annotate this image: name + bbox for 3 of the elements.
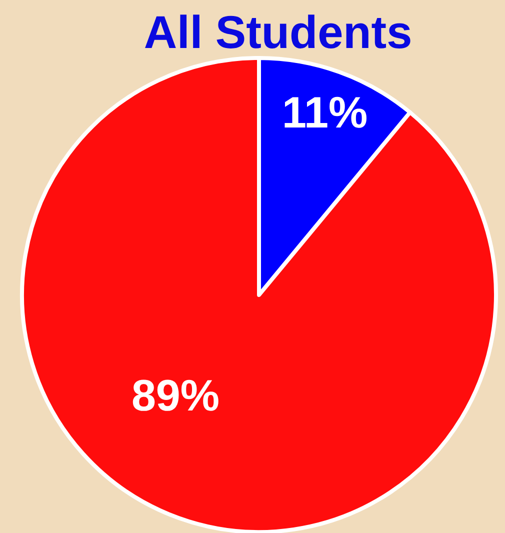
data-label: 89% [131,371,220,420]
chart-title: All Students [144,6,412,58]
data-label: 11% [282,88,368,138]
